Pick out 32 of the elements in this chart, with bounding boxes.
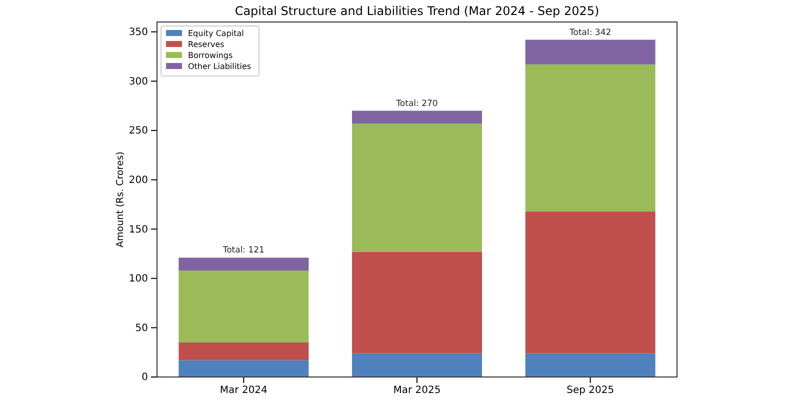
bar [525, 40, 656, 64]
bar [525, 211, 656, 354]
y-tick-label: 200 [128, 174, 148, 186]
y-tick-label: 100 [128, 274, 148, 285]
chart-title: Capital Structure and Liabilities Trend (Mar 2024 - Sep 2025) [234, 4, 600, 18]
legend-label: Borrowings [188, 51, 233, 60]
bar [178, 342, 309, 360]
total-label: Total: 270 [395, 98, 438, 109]
bar [178, 270, 309, 342]
bar [352, 110, 482, 124]
total-label: Total: 342 [568, 28, 612, 38]
legend-label: Other Liabilities [188, 62, 252, 71]
total-label: Total: 121 [222, 246, 264, 256]
legend-label: Equity Capital [188, 29, 244, 38]
x-tick-label: Mar 2024 [220, 385, 268, 396]
bar [352, 353, 482, 377]
bar [525, 353, 656, 377]
bar [352, 124, 482, 252]
y-axis-title: Amount (Rs. Crores) [115, 152, 126, 248]
bar [525, 64, 656, 212]
y-tick-label: 50 [135, 322, 148, 334]
x-tick-label: Mar 2025 [393, 385, 441, 396]
y-tick-label: 0 [142, 372, 148, 384]
x-tick-label: Sep 2025 [566, 385, 614, 396]
bar [178, 258, 309, 270]
y-tick-label: 150 [128, 224, 148, 236]
y-tick-label: 300 [128, 76, 148, 88]
y-tick-label: 350 [128, 27, 148, 38]
bar [352, 252, 482, 354]
y-tick-label: 250 [128, 126, 148, 137]
bar [178, 360, 309, 377]
legend-label: Reserves [188, 40, 224, 49]
